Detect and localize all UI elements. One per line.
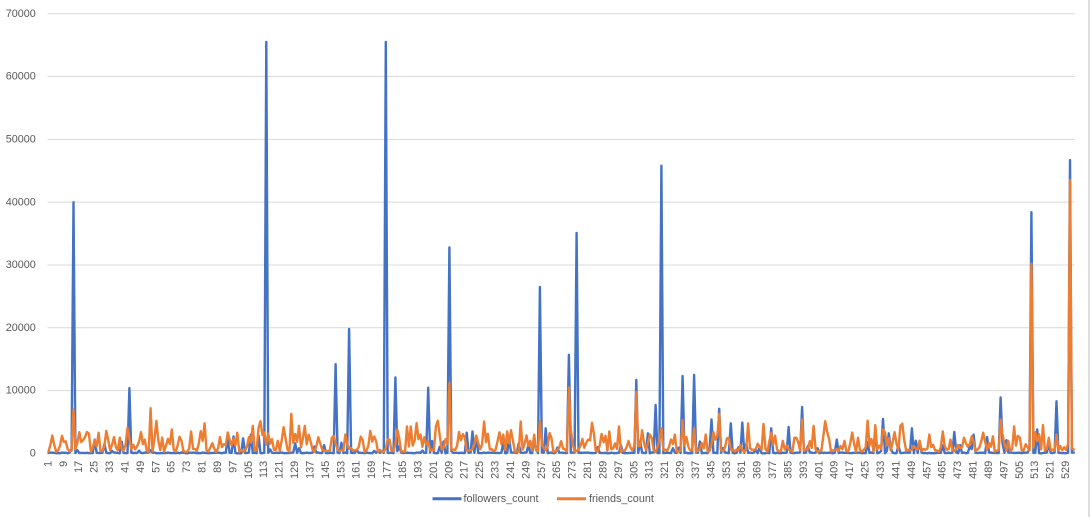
svg-text:417: 417 [844,461,856,479]
svg-text:10000: 10000 [6,385,36,397]
svg-text:529: 529 [1060,461,1072,479]
svg-text:20000: 20000 [6,322,36,334]
svg-text:505: 505 [1014,461,1026,479]
svg-text:30000: 30000 [6,259,36,271]
svg-text:217: 217 [459,461,471,479]
svg-text:281: 281 [582,461,594,479]
svg-text:233: 233 [489,461,501,479]
svg-text:145: 145 [320,461,332,479]
svg-text:361: 361 [736,461,748,479]
svg-text:33: 33 [104,461,116,473]
svg-text:81: 81 [197,461,209,473]
svg-text:209: 209 [443,461,455,479]
svg-text:161: 161 [351,461,363,479]
svg-text:89: 89 [212,461,224,473]
svg-text:297: 297 [613,461,625,479]
svg-text:457: 457 [921,461,933,479]
svg-text:225: 225 [474,461,486,479]
svg-text:313: 313 [644,461,656,479]
svg-text:409: 409 [829,461,841,479]
svg-text:121: 121 [274,461,286,479]
svg-text:369: 369 [752,461,764,479]
svg-text:0: 0 [30,448,36,460]
svg-text:57: 57 [150,461,162,473]
svg-text:201: 201 [428,461,440,479]
svg-text:177: 177 [382,461,394,479]
svg-text:193: 193 [412,461,424,479]
svg-text:169: 169 [366,461,378,479]
svg-text:70000: 70000 [6,8,36,20]
svg-text:1: 1 [42,461,54,467]
svg-text:257: 257 [536,461,548,479]
svg-text:337: 337 [690,461,702,479]
svg-text:113: 113 [258,461,270,478]
svg-text:followers_count: followers_count [464,493,539,505]
svg-text:329: 329 [674,461,686,479]
svg-text:273: 273 [567,461,579,479]
svg-text:40000: 40000 [6,196,36,208]
svg-text:73: 73 [181,461,193,473]
svg-text:60000: 60000 [6,71,36,83]
svg-text:25: 25 [89,461,101,473]
svg-text:441: 441 [890,461,902,479]
svg-text:65: 65 [166,461,178,473]
svg-text:393: 393 [798,461,810,479]
svg-text:137: 137 [304,461,316,479]
svg-text:513: 513 [1029,461,1041,479]
svg-text:97: 97 [227,461,239,473]
svg-text:521: 521 [1045,461,1057,479]
svg-text:425: 425 [860,461,872,479]
svg-text:497: 497 [998,461,1010,479]
svg-text:105: 105 [243,461,255,479]
svg-text:41: 41 [119,461,131,473]
svg-text:465: 465 [937,461,949,479]
svg-text:401: 401 [813,461,825,479]
svg-text:241: 241 [505,461,517,479]
svg-text:377: 377 [767,461,779,479]
svg-text:449: 449 [906,461,918,479]
svg-text:353: 353 [721,461,733,479]
svg-text:129: 129 [289,461,301,479]
svg-text:265: 265 [551,461,563,479]
svg-text:345: 345 [705,461,717,479]
svg-text:50000: 50000 [6,133,36,145]
svg-text:385: 385 [782,461,794,479]
svg-text:489: 489 [983,461,995,479]
svg-text:153: 153 [335,461,347,479]
svg-text:9: 9 [58,461,70,467]
svg-text:305: 305 [628,461,640,479]
svg-text:249: 249 [520,461,532,479]
svg-text:321: 321 [659,461,671,479]
svg-text:433: 433 [875,461,887,479]
svg-text:friends_count: friends_count [589,493,654,505]
svg-text:49: 49 [135,461,147,473]
svg-text:185: 185 [397,461,409,479]
svg-text:481: 481 [967,461,979,479]
svg-text:289: 289 [597,461,609,479]
svg-text:17: 17 [73,461,85,473]
svg-text:473: 473 [952,461,964,479]
